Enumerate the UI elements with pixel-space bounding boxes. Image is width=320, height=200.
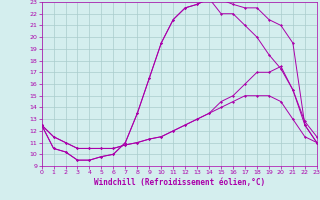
X-axis label: Windchill (Refroidissement éolien,°C): Windchill (Refroidissement éolien,°C) [94, 178, 265, 187]
